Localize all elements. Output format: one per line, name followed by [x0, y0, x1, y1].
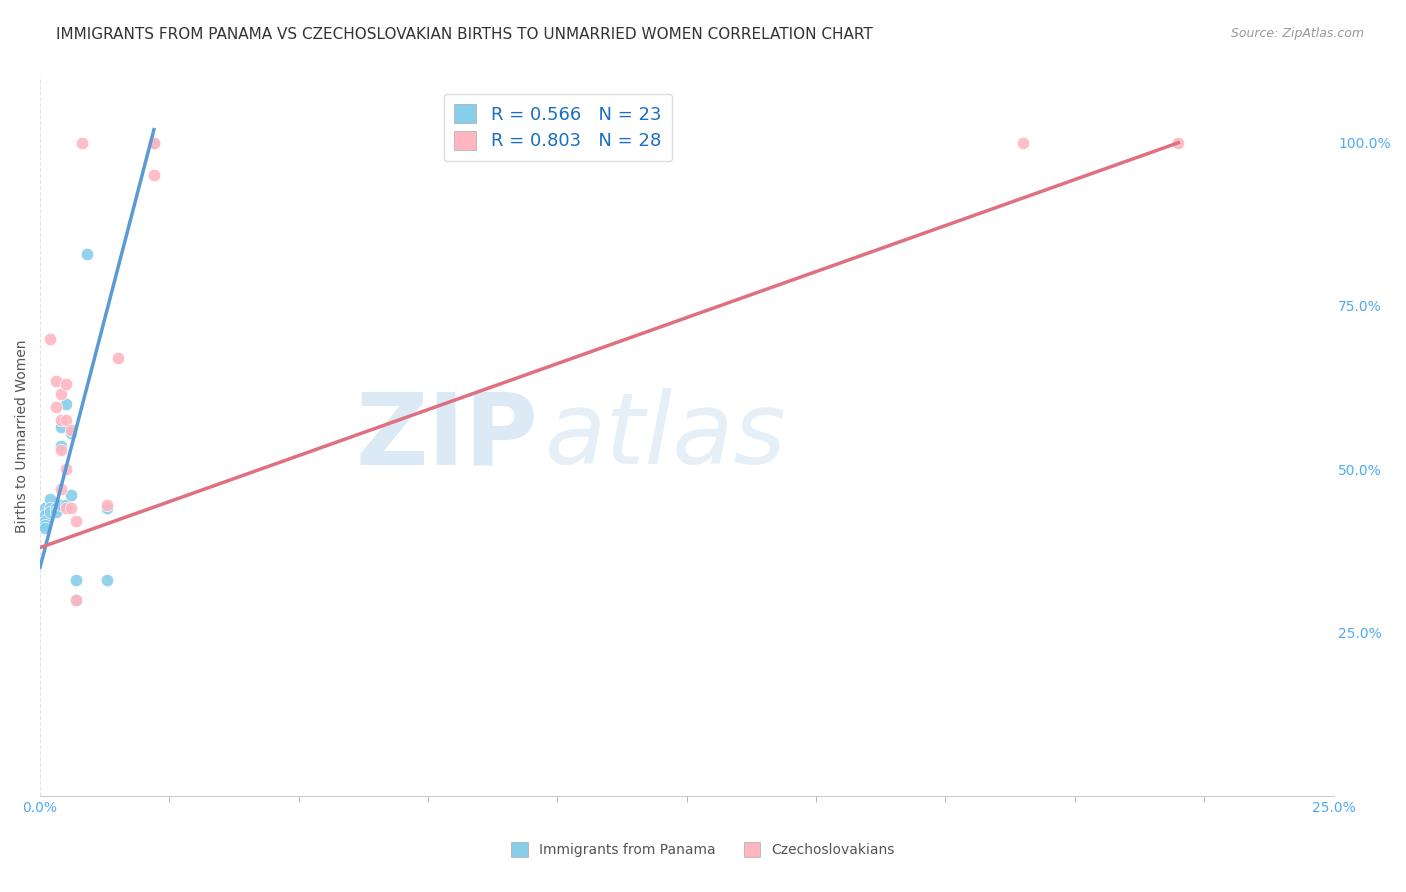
Point	[49, 439, 72, 453]
Point	[142, 136, 165, 150]
Point	[107, 351, 129, 366]
Point	[60, 426, 83, 441]
Point	[34, 517, 56, 532]
Point	[65, 592, 87, 607]
Point	[49, 442, 72, 457]
Point	[34, 501, 56, 516]
Point	[45, 400, 67, 414]
Legend: R = 0.566   N = 23, R = 0.803   N = 28: R = 0.566 N = 23, R = 0.803 N = 28	[444, 94, 672, 161]
Point	[96, 501, 118, 516]
Point	[142, 169, 165, 183]
Point	[34, 515, 56, 529]
Point	[34, 508, 56, 522]
Point	[55, 462, 77, 476]
Y-axis label: Births to Unmarried Women: Births to Unmarried Women	[15, 340, 30, 533]
Point	[55, 501, 77, 516]
Point	[49, 413, 72, 427]
Point	[96, 498, 118, 512]
Point	[65, 515, 87, 529]
Point	[45, 374, 67, 388]
Point	[39, 501, 62, 516]
Point	[55, 397, 77, 411]
Legend: Immigrants from Panama, Czechoslovakians: Immigrants from Panama, Czechoslovakians	[506, 837, 900, 863]
Point	[55, 413, 77, 427]
Point	[1167, 136, 1189, 150]
Point	[34, 521, 56, 535]
Point	[49, 482, 72, 496]
Point	[65, 573, 87, 587]
Point	[76, 246, 98, 260]
Point	[49, 387, 72, 401]
Point	[96, 573, 118, 587]
Point	[45, 505, 67, 519]
Point	[60, 423, 83, 437]
Point	[55, 498, 77, 512]
Point	[60, 488, 83, 502]
Point	[39, 332, 62, 346]
Point	[60, 501, 83, 516]
Text: ZIP: ZIP	[356, 388, 538, 485]
Point	[55, 377, 77, 392]
Point	[45, 501, 67, 516]
Point	[49, 419, 72, 434]
Point	[142, 136, 165, 150]
Text: atlas: atlas	[544, 388, 786, 485]
Point	[1012, 136, 1035, 150]
Point	[546, 136, 568, 150]
Text: IMMIGRANTS FROM PANAMA VS CZECHOSLOVAKIAN BIRTHS TO UNMARRIED WOMEN CORRELATION : IMMIGRANTS FROM PANAMA VS CZECHOSLOVAKIA…	[56, 27, 873, 42]
Point	[70, 136, 93, 150]
Point	[39, 505, 62, 519]
Point	[49, 498, 72, 512]
Point	[39, 491, 62, 506]
Text: Source: ZipAtlas.com: Source: ZipAtlas.com	[1230, 27, 1364, 40]
Point	[65, 592, 87, 607]
